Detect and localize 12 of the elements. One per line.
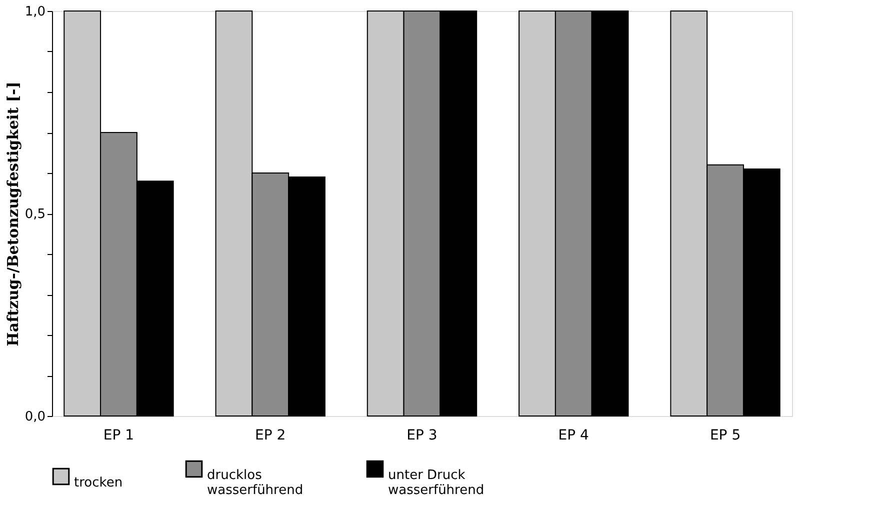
x-tick-label: EP 3 (406, 428, 438, 444)
legend-label: unter Druck wasserführend (388, 468, 484, 498)
y-tick-label: 0,5 (24, 207, 46, 222)
y-tick-label: 1,0 (24, 4, 46, 20)
x-tick-label: EP 2 (255, 428, 286, 444)
x-tick-label: EP 5 (710, 428, 741, 444)
x-tick-label: EP 1 (103, 428, 134, 444)
legend-label: trocken (74, 476, 123, 490)
y-axis-title: Haftzug-/Betonzugfestigkeit [-] (4, 82, 22, 346)
x-tick-label: EP 4 (558, 428, 590, 444)
legend-label: drucklos wasserführend (207, 468, 304, 498)
y-tick-label: 0,0 (24, 410, 46, 424)
